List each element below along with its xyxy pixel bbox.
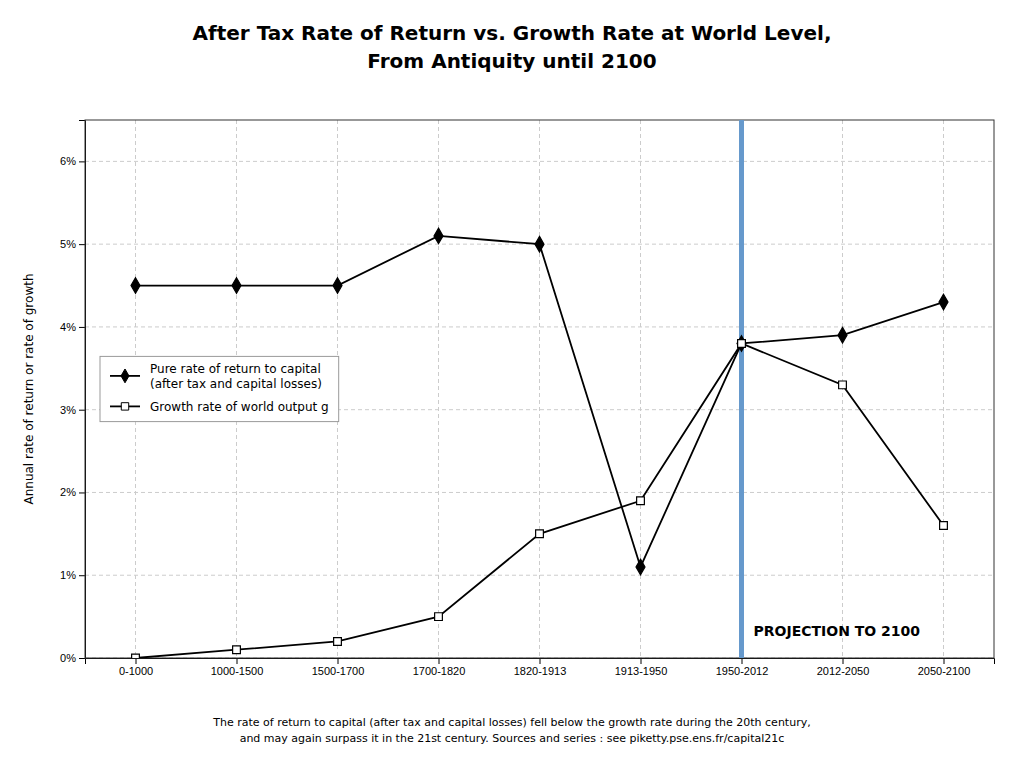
y-tick: 0% xyxy=(60,652,85,664)
series-marker xyxy=(333,278,342,294)
x-tick-mark xyxy=(237,658,238,664)
legend-marker xyxy=(121,403,128,410)
x-axis-line xyxy=(86,659,995,665)
series-line xyxy=(136,236,944,567)
y-axis: 0% 1% 2% 3% 4% 5% 6% xyxy=(60,121,85,665)
footnote-line: The rate of return to capital (after tax… xyxy=(212,716,810,729)
title-line: From Antiquity until 2100 xyxy=(367,49,656,73)
x-tick: 1820-1913 xyxy=(514,658,567,677)
marks xyxy=(131,120,948,658)
x-tick: 2050-2100 xyxy=(918,658,971,677)
x-tick: 1500-1700 xyxy=(312,658,365,677)
grid-line-x xyxy=(438,120,439,658)
x-tick: 1950-2012 xyxy=(716,658,769,677)
x-tick-label: 1820-1913 xyxy=(514,665,567,677)
x-tick-label: 1700-1820 xyxy=(413,665,466,677)
y-tick-mark xyxy=(79,161,85,162)
x-tick: 2012-2050 xyxy=(817,658,870,677)
x-tick-mark xyxy=(540,658,541,664)
series-marker xyxy=(636,559,645,575)
y-tick: 5% xyxy=(60,238,85,250)
footnote-line: and may again surpass it in the 21st cen… xyxy=(240,732,785,745)
y-tick-mark xyxy=(79,410,85,411)
x-tick: 1700-1820 xyxy=(413,658,466,677)
legend-label-line: Pure rate of return to capital xyxy=(150,362,321,376)
grid-line-x xyxy=(640,120,641,658)
grid xyxy=(85,120,994,658)
y-tick-label: 5% xyxy=(60,238,76,250)
y-tick-mark xyxy=(79,658,85,659)
x-tick-mark xyxy=(338,658,339,664)
y-tick: 4% xyxy=(60,321,85,333)
x-tick-label: 1000-1500 xyxy=(211,665,264,677)
series-marker xyxy=(334,638,342,646)
x-tick-mark xyxy=(641,658,642,664)
series-marker xyxy=(738,340,746,348)
y-axis-title: Annual rate of return or rate of growth xyxy=(22,273,36,504)
annotation-line xyxy=(739,120,744,658)
x-tick-label: 1950-2012 xyxy=(716,665,769,677)
y-tick: 3% xyxy=(60,404,85,416)
y-tick: 2% xyxy=(60,486,85,498)
series-marker xyxy=(434,228,443,244)
plot-frame xyxy=(85,120,994,658)
grid-line-y xyxy=(85,161,994,162)
chart: After Tax Rate of Return vs. Growth Rate… xyxy=(0,0,1024,768)
series-marker xyxy=(940,522,948,530)
legend-box xyxy=(100,356,339,421)
x-tick-mark xyxy=(944,658,945,664)
series-marker xyxy=(535,236,544,252)
annotation-text: PROJECTION TO 2100 xyxy=(754,623,921,639)
series-marker xyxy=(536,530,544,538)
title-line: After Tax Rate of Return vs. Growth Rate… xyxy=(193,21,832,45)
series-marker xyxy=(132,654,140,658)
y-tick: 1% xyxy=(60,569,85,581)
y-tick-label: 4% xyxy=(60,321,76,333)
x-tick-label: 1500-1700 xyxy=(312,665,365,677)
legend-label-line: Growth rate of world output g xyxy=(150,400,329,414)
x-tick: 0-1000 xyxy=(119,658,153,677)
x-tick-label: 1913-1950 xyxy=(615,665,668,677)
x-tick-label: 0-1000 xyxy=(119,665,153,677)
plot: 0-1000 1000-1500 1500-1700 1700-1820 1820-19… xyxy=(60,120,994,677)
y-tick-label: 0% xyxy=(60,652,76,664)
y-tick-label: 2% xyxy=(60,486,76,498)
x-tick-mark xyxy=(136,658,137,664)
y-tick-mark xyxy=(79,244,85,245)
x-tick-mark xyxy=(742,658,743,664)
y-tick-mark xyxy=(79,327,85,328)
series-marker xyxy=(435,613,443,621)
y-tick-mark xyxy=(79,492,85,493)
x-tick: 1000-1500 xyxy=(211,658,264,677)
x-tick-label: 2050-2100 xyxy=(918,665,971,677)
x-tick-mark xyxy=(439,658,440,664)
series-marker xyxy=(939,294,948,310)
series-marker xyxy=(232,278,241,294)
legend: Pure rate of return to capital(after tax… xyxy=(100,356,339,421)
series-marker xyxy=(233,646,241,654)
title: After Tax Rate of Return vs. Growth Rate… xyxy=(193,21,832,73)
legend-label: Pure rate of return to capital(after tax… xyxy=(150,362,322,391)
series-marker xyxy=(637,497,645,505)
legend-label-line: (after tax and capital losses) xyxy=(150,377,322,391)
legend-marker xyxy=(121,369,129,383)
y-tick-label: 1% xyxy=(60,569,76,581)
y-tick-mark xyxy=(79,575,85,576)
y-tick: 6% xyxy=(60,155,85,167)
x-tick-label: 2012-2050 xyxy=(817,665,870,677)
footnote: The rate of return to capital (after tax… xyxy=(212,716,810,745)
y-tick-label: 6% xyxy=(60,155,76,167)
legend-label: Growth rate of world output g xyxy=(150,400,329,414)
x-axis: 0-1000 1000-1500 1500-1700 1700-1820 1820-19… xyxy=(86,658,995,677)
series-marker xyxy=(131,278,140,294)
series-marker xyxy=(838,327,847,343)
x-tick: 1913-1950 xyxy=(615,658,668,677)
series-marker xyxy=(839,381,847,389)
grid-line-x xyxy=(741,120,742,658)
y-tick-label: 3% xyxy=(60,404,76,416)
x-tick-mark xyxy=(843,658,844,664)
grid-line-x xyxy=(539,120,540,658)
grid-line-x xyxy=(943,120,944,658)
